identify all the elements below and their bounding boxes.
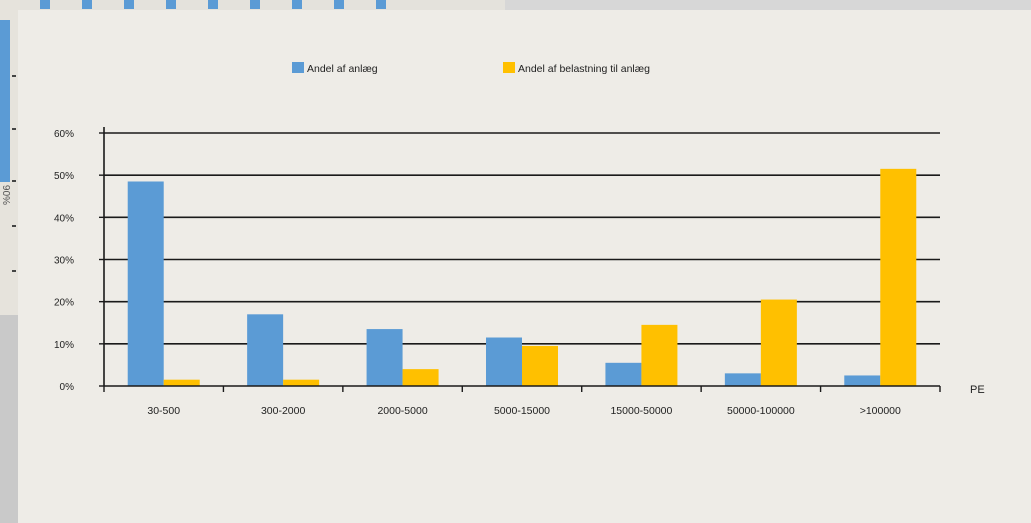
bar-anlaeg: [247, 314, 284, 386]
x-tick-label: 5000-15000: [494, 405, 550, 417]
y-tick-label: 20%: [54, 298, 74, 309]
background-axis-tick: [12, 225, 16, 227]
x-tick-label: >100000: [860, 405, 901, 417]
background-axis-label: %06: [2, 184, 13, 205]
x-axis-label: PE: [970, 384, 985, 396]
y-axis-ticks: 0% 10% 20% 30% 40% 50% 60%: [54, 129, 104, 393]
background-axis-tick: [12, 270, 16, 272]
bar-belastning: [283, 379, 320, 386]
bar-belastning: [880, 168, 917, 386]
y-tick-label: 60%: [54, 129, 74, 140]
x-tick-label: 50000-100000: [727, 405, 795, 417]
background-bar-mark: [334, 0, 344, 9]
bar-anlaeg: [127, 181, 164, 386]
x-tick-label: 300-2000: [261, 405, 306, 417]
y-tick-label: 10%: [54, 340, 74, 351]
background-bar-mark: [166, 0, 176, 9]
background-bar-mark: [376, 0, 386, 9]
bar-anlaeg: [486, 337, 522, 386]
bar-belastning: [760, 299, 797, 386]
chart-axes: [103, 127, 940, 387]
legend-label: Andel af belastning til anlæg: [518, 63, 650, 75]
bar-chart: 0% 10% 20% 30% 40% 50% 60% 30-500 300-2000 2000-…: [54, 62, 985, 417]
y-tick-label: 0%: [60, 382, 75, 393]
background-axis-tick: [12, 75, 16, 77]
bar-anlaeg: [605, 362, 642, 386]
legend-swatch: [292, 62, 304, 73]
background-panel-right: [505, 0, 1031, 12]
bar-anlaeg: [724, 373, 761, 386]
chart-card: 0% 10% 20% 30% 40% 50% 60% 30-500 300-2000 2000-…: [18, 10, 1031, 523]
x-tick-label: 30-500: [147, 405, 180, 417]
background-axis-tick: [12, 180, 16, 182]
bar-belastning: [641, 324, 678, 386]
background-bar-mark: [292, 0, 302, 9]
background-bar-mark: [82, 0, 92, 9]
bar-anlaeg: [366, 329, 403, 386]
x-tick-label: 2000-5000: [377, 405, 427, 417]
chart-legend: Andel af anlæg Andel af belastning til an…: [292, 62, 650, 75]
bar-anlaeg: [844, 375, 881, 386]
bar-belastning: [522, 345, 558, 386]
background-gray-area: [0, 315, 20, 523]
legend-label: Andel af anlæg: [307, 63, 378, 75]
x-axis-ticks: 30-500 300-2000 2000-5000 5000-15000 15000-5…: [103, 386, 941, 417]
background-axis-tick: [12, 128, 16, 130]
bar-belastning: [163, 379, 200, 386]
background-chart-bar: [0, 20, 10, 182]
background-bar-mark: [250, 0, 260, 9]
legend-swatch: [503, 62, 515, 73]
background-bar-mark: [124, 0, 134, 9]
chart-bars: [127, 168, 917, 386]
y-tick-label: 50%: [54, 171, 74, 182]
chart-gridlines: [104, 132, 940, 345]
y-tick-label: 30%: [54, 256, 74, 267]
background-bar-mark: [40, 0, 50, 9]
y-tick-label: 40%: [54, 213, 74, 224]
x-tick-label: 15000-50000: [610, 405, 672, 417]
background-bar-mark: [208, 0, 218, 9]
bar-belastning: [402, 369, 439, 386]
